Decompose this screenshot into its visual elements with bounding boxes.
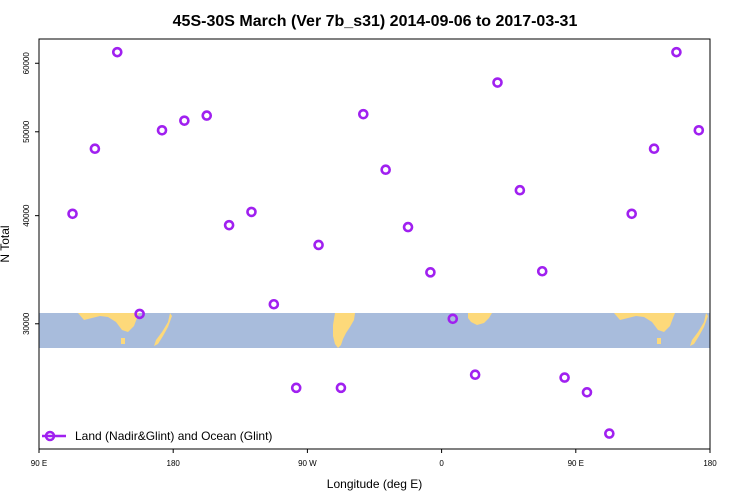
x-tick-label: 180 — [703, 459, 717, 468]
data-point — [671, 46, 682, 58]
data-point — [313, 239, 324, 251]
data-point — [402, 221, 414, 233]
chart-title: 45S-30S March (Ver 7b_s31) 2014-09-06 to… — [173, 13, 578, 30]
x-tick-label: 90 E — [31, 459, 47, 468]
data-point — [358, 108, 369, 120]
tasmania-land-right — [657, 338, 661, 344]
x-tick-label: 0 — [439, 459, 444, 468]
data-point — [156, 124, 168, 136]
plot-area-frame — [38, 38, 711, 450]
new-zealand-land-right — [690, 313, 708, 346]
x-axis-label: Longitude (deg E) — [327, 477, 422, 491]
data-point — [67, 208, 78, 220]
data-point — [559, 372, 570, 383]
data-point — [492, 77, 503, 88]
data-point — [380, 164, 391, 176]
data-point — [246, 206, 257, 218]
y-axis: 30000 40000 50000 60000 — [22, 52, 39, 335]
x-tick-label: 90 E — [568, 459, 584, 468]
legend-marker-symbol — [44, 430, 56, 442]
data-point — [223, 219, 235, 231]
data-point — [581, 387, 593, 398]
data-points — [67, 46, 705, 439]
tasmania-land-left — [121, 338, 125, 344]
y-tick-label: 30000 — [22, 312, 31, 335]
data-point — [626, 208, 638, 220]
y-axis-label: N Total — [0, 225, 12, 262]
data-point — [514, 184, 526, 196]
data-point — [179, 115, 190, 126]
data-point — [335, 382, 347, 394]
data-point — [425, 267, 436, 278]
data-point — [111, 46, 123, 58]
data-point — [604, 428, 615, 439]
x-tick-label: 180 — [167, 459, 181, 468]
data-point — [134, 308, 145, 320]
data-point — [201, 110, 213, 121]
legend: Land (Nadir&Glint) and Ocean (Glint) — [42, 429, 272, 443]
australia-land-left — [78, 313, 139, 332]
data-point — [536, 265, 548, 277]
data-point — [447, 313, 459, 325]
background-map-band — [39, 313, 710, 348]
y-tick-label: 40000 — [22, 204, 31, 227]
south-africa-land — [468, 313, 492, 325]
new-zealand-land-left — [154, 313, 172, 346]
x-axis: 90 E 180 90 W 0 90 E 180 — [31, 449, 717, 468]
data-point — [693, 124, 705, 136]
land-shapes — [78, 313, 708, 348]
data-point — [648, 143, 660, 154]
south-america-land — [333, 313, 355, 348]
ocean-band — [39, 313, 710, 348]
australia-land-right — [614, 313, 675, 332]
data-point — [268, 298, 280, 310]
data-point — [469, 369, 481, 380]
legend-label: Land (Nadir&Glint) and Ocean (Glint) — [75, 429, 272, 443]
x-tick-label: 90 W — [298, 459, 317, 468]
y-tick-label: 50000 — [22, 120, 31, 143]
y-tick-label: 60000 — [22, 52, 31, 75]
data-point — [290, 382, 302, 394]
data-point — [89, 143, 101, 154]
